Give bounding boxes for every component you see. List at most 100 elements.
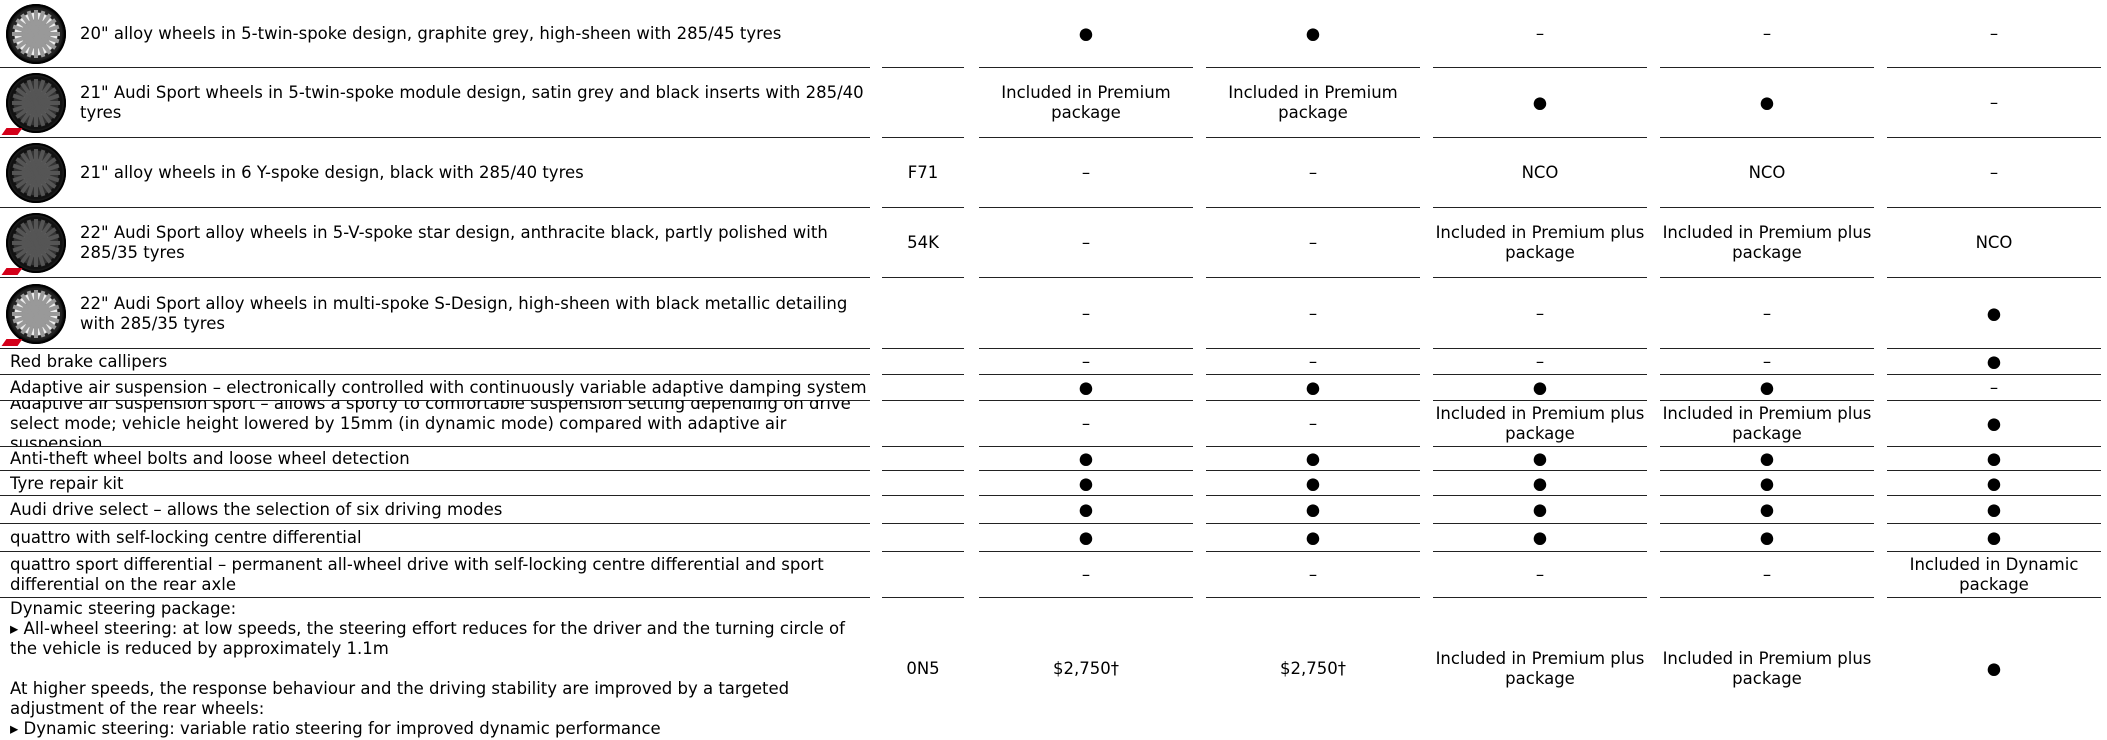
availability-cell: $2,750† [1053,659,1119,678]
row-divider [1433,137,1647,138]
row-description: Adaptive air suspension sport – allows a… [10,401,851,447]
audi-sport-marker [1,128,23,135]
availability-cell: – [1081,163,1091,182]
option-code [882,471,964,496]
availability-cell: – [1762,352,1772,371]
table-row: Audi drive select – allows the selection… [0,496,2107,524]
availability-cell: ● [1532,500,1548,519]
row-divider [1206,67,1420,68]
row-divider [882,523,964,524]
row-divider [0,348,870,349]
availability-cell: ● [1986,414,2002,433]
row-divider [0,137,870,138]
availability-cell: NCO [1521,163,1559,182]
option-code: 0N5 [906,659,940,678]
table-row: Dynamic steering package: ▸ All-wheel st… [0,598,2107,740]
availability-cell: ● [1532,93,1548,112]
option-code: F71 [907,163,939,182]
row-divider [882,374,964,375]
row-divider [1887,470,2101,471]
availability-cell: – [1989,378,1999,397]
availability-cell: Included in Premium plus package [1435,649,1645,688]
availability-cell: – [1308,414,1318,433]
availability-cell: Included in Premium plus package [1662,404,1872,443]
wheel-image [6,73,66,133]
row-divider [882,400,964,401]
row-divider [882,597,964,598]
row-divider [1206,446,1420,447]
row-divider [1660,551,1874,552]
row-description: 20" alloy wheels in 5-twin-spoke design,… [80,24,782,43]
availability-cell: ● [1078,449,1094,468]
availability-cell: – [1535,303,1545,323]
row-divider [979,597,1193,598]
availability-cell: $2,750† [1280,659,1346,678]
availability-cell: – [1081,565,1091,584]
option-code [882,375,964,401]
row-divider [1206,277,1420,278]
row-divider [1660,137,1874,138]
row-divider [1433,67,1647,68]
row-divider [1206,137,1420,138]
row-divider [882,67,964,68]
option-code [882,401,964,447]
row-divider [0,207,870,208]
availability-cell: ● [1078,528,1094,547]
row-divider [0,400,870,401]
availability-cell: ● [1759,500,1775,519]
table-row: quattro sport differential – permanent a… [0,552,2107,598]
row-description: quattro with self-locking centre differe… [10,528,362,547]
row-divider [0,495,870,496]
row-divider [1433,207,1647,208]
row-description: 22" Audi Sport alloy wheels in 5-V-spoke… [80,223,828,262]
row-divider [1887,523,2101,524]
row-divider [1660,277,1874,278]
availability-cell: ● [1986,659,2002,678]
availability-cell: – [1989,24,1999,43]
availability-cell: ● [1305,473,1321,493]
availability-cell: ● [1759,528,1775,547]
row-divider [1206,348,1420,349]
option-code [882,349,964,375]
row-divider [1660,374,1874,375]
row-divider [0,523,870,524]
row-description: Audi drive select – allows the selection… [10,500,503,519]
option-code [882,552,964,598]
availability-cell: ● [1759,473,1775,493]
row-divider [1887,137,2101,138]
row-divider [1206,374,1420,375]
row-divider [1660,470,1874,471]
row-divider [979,446,1193,447]
availability-cell: ● [1532,473,1548,493]
row-divider [979,551,1193,552]
row-divider [1887,277,2101,278]
row-description: 21" Audi Sport wheels in 5-twin-spoke mo… [80,83,864,122]
row-divider [1433,551,1647,552]
row-divider [979,470,1193,471]
row-divider [1433,523,1647,524]
table-row: Anti-theft wheel bolts and loose wheel d… [0,447,2107,471]
row-divider [979,523,1193,524]
wheel-image [6,283,66,344]
row-divider [882,277,964,278]
availability-cell: – [1762,24,1772,43]
row-divider [979,67,1193,68]
row-divider [0,277,870,278]
row-divider [1206,495,1420,496]
availability-cell: – [1308,233,1318,252]
row-description: Dynamic steering package: ▸ All-wheel st… [10,599,845,738]
row-divider [1433,446,1647,447]
row-divider [1206,597,1420,598]
availability-cell: ● [1759,378,1775,397]
table-row: 20" alloy wheels in 5-twin-spoke design,… [0,0,2107,68]
row-divider [1660,207,1874,208]
wheel-image [6,143,66,203]
row-divider [1206,400,1420,401]
availability-cell: ● [1986,352,2002,371]
row-divider [882,207,964,208]
availability-cell: ● [1986,303,2002,323]
availability-cell: – [1989,163,1999,182]
row-divider [1887,495,2101,496]
row-description: Tyre repair kit [10,473,124,493]
table-row: Red brake callipers – – – – ● [0,349,2107,375]
